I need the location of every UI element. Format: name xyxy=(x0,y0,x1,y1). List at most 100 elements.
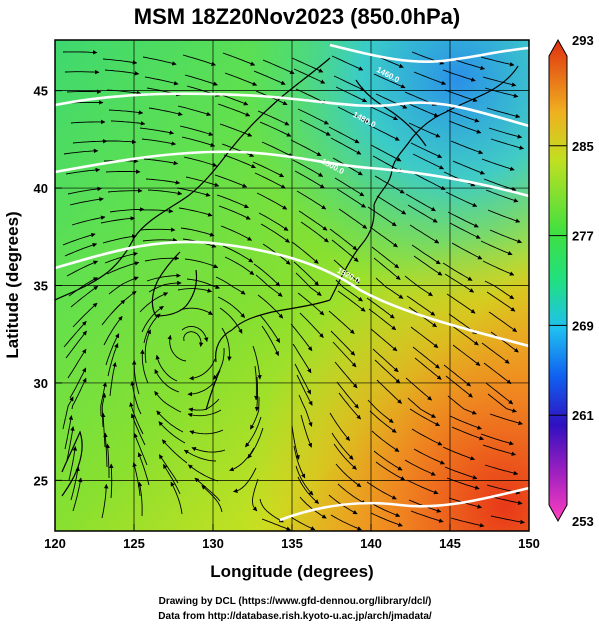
streamline xyxy=(72,477,83,512)
streamline xyxy=(490,138,525,150)
streamline xyxy=(256,192,288,210)
streamline xyxy=(63,320,87,348)
streamline xyxy=(176,187,211,197)
streamline xyxy=(222,245,254,263)
streamline xyxy=(148,107,183,117)
streamline xyxy=(103,315,123,346)
streamline xyxy=(299,119,331,136)
streamline xyxy=(337,106,369,123)
streamline xyxy=(144,329,151,364)
streamline xyxy=(102,234,137,244)
streamline xyxy=(254,365,259,401)
streamline xyxy=(413,448,445,465)
streamline xyxy=(145,178,181,185)
streamline xyxy=(414,173,446,191)
streamline xyxy=(482,76,517,87)
streamline xyxy=(373,257,401,280)
streamline xyxy=(62,232,96,246)
streamline xyxy=(295,272,322,296)
streamline xyxy=(451,58,485,71)
streamline xyxy=(142,56,177,66)
streamline xyxy=(373,450,403,471)
streamline xyxy=(367,206,397,227)
streamline xyxy=(66,89,102,94)
streamline xyxy=(407,204,438,223)
streamline xyxy=(444,466,478,480)
streamline xyxy=(179,125,214,136)
streamline xyxy=(129,402,144,435)
streamline xyxy=(404,459,436,476)
streamline xyxy=(162,464,181,495)
streamline xyxy=(446,477,480,490)
streamline xyxy=(375,461,406,481)
streamline xyxy=(261,325,280,357)
streamline xyxy=(335,279,363,302)
streamline xyxy=(105,169,141,174)
gridlines xyxy=(55,40,529,531)
streamline xyxy=(229,447,255,472)
streamline xyxy=(486,107,521,119)
x-tick-label: 135 xyxy=(281,536,303,551)
streamline xyxy=(484,280,515,300)
streamline xyxy=(69,367,87,399)
streamline xyxy=(331,55,364,71)
streamline xyxy=(332,341,357,368)
streamline xyxy=(452,160,485,175)
streamline xyxy=(448,120,482,134)
colorbar-tick-label: 261 xyxy=(572,408,594,423)
streamline xyxy=(370,144,402,162)
streamline xyxy=(71,377,87,410)
streamline xyxy=(177,288,213,293)
streamline xyxy=(370,512,403,527)
streamline xyxy=(109,362,117,397)
x-tick-label: 125 xyxy=(123,536,145,551)
streamline xyxy=(257,294,284,319)
streamline xyxy=(369,226,398,248)
streamline xyxy=(71,215,106,226)
streamline xyxy=(404,275,433,297)
streamline xyxy=(68,446,78,481)
streamline xyxy=(410,510,444,523)
streamline xyxy=(185,176,220,187)
colorbar-tick-label: 253 xyxy=(572,514,594,529)
streamline xyxy=(409,408,441,427)
streamline xyxy=(367,399,394,423)
streamline xyxy=(219,123,253,137)
streamline xyxy=(219,307,243,334)
x-tick-label: 145 xyxy=(439,536,461,551)
streamline xyxy=(368,308,397,331)
streamline xyxy=(295,465,314,496)
streamline xyxy=(480,56,515,67)
streamline xyxy=(141,305,164,333)
colorbar-tick-label: 277 xyxy=(572,229,594,244)
streamline xyxy=(447,211,479,228)
streamline xyxy=(184,74,218,86)
streamline xyxy=(217,103,251,117)
streamline xyxy=(62,396,74,430)
streamline xyxy=(252,478,259,512)
streamline xyxy=(330,137,362,155)
streamline xyxy=(167,334,187,362)
x-tick-label: 130 xyxy=(202,536,224,551)
streamline xyxy=(412,346,440,369)
streamline xyxy=(291,57,324,73)
streamline xyxy=(482,444,517,456)
streamline xyxy=(487,209,521,223)
streamline xyxy=(100,216,136,224)
streamline xyxy=(137,452,150,486)
streamline xyxy=(481,342,510,364)
streamline xyxy=(183,331,204,348)
streamline xyxy=(296,374,313,406)
streamline xyxy=(155,354,178,382)
streamline xyxy=(140,227,176,232)
streamline xyxy=(488,127,523,139)
streamline xyxy=(411,244,441,265)
streamline xyxy=(366,297,395,319)
streamline xyxy=(158,454,179,484)
streamline xyxy=(186,278,221,290)
streamline xyxy=(103,432,108,468)
streamline xyxy=(487,393,517,413)
streamline xyxy=(102,58,138,65)
streamline xyxy=(442,69,476,82)
streamline xyxy=(161,439,188,464)
